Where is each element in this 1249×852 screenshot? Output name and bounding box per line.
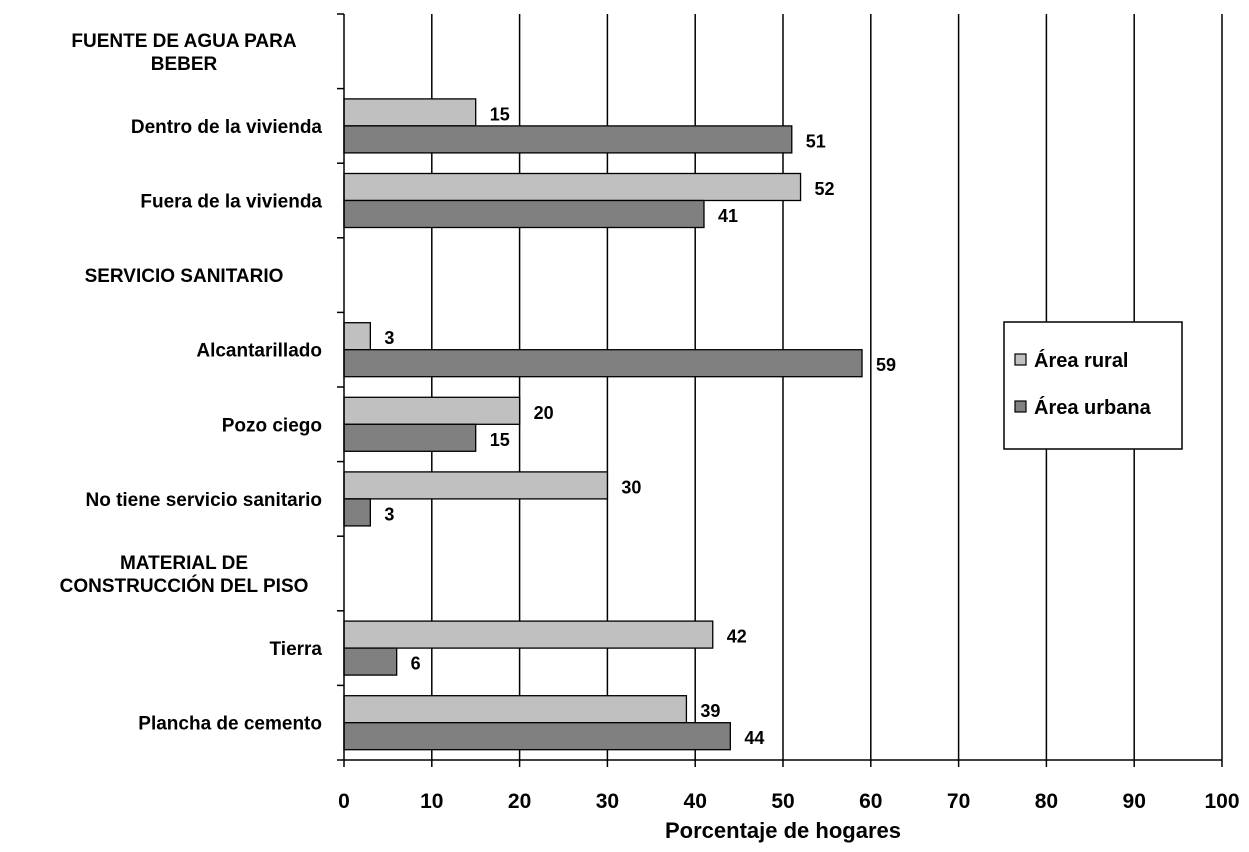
bar-rural [343, 396, 521, 425]
bar-urbana [343, 647, 398, 676]
category-label: Dentro de la vivienda [131, 117, 323, 138]
axes [337, 13, 1223, 767]
bar-rural [343, 695, 688, 724]
bar-rural [343, 98, 477, 127]
x-tick-label: 60 [859, 790, 882, 813]
legend-swatch [1014, 400, 1027, 413]
x-tick-label: 0 [338, 790, 350, 813]
legend-label: Área rural [1034, 349, 1129, 372]
category-label: Alcantarillado [196, 341, 322, 362]
category-header-label: FUENTE DE AGUA PARA BEBER [71, 31, 296, 75]
category-header-label: SERVICIO SANITARIO [85, 266, 284, 287]
bar-urbana [343, 722, 731, 751]
category-label: Pozo ciego [222, 415, 322, 436]
x-tick-label: 20 [508, 790, 531, 813]
legend-box [1003, 321, 1183, 450]
category-label: Fuera de la vivienda [140, 192, 322, 213]
data-label-urbana: 3 [384, 504, 394, 524]
bar-rural [343, 322, 371, 351]
category-label: Tierra [270, 639, 323, 660]
data-label-rural: 30 [621, 477, 641, 497]
bar-urbana [343, 423, 477, 452]
data-label-urbana: 15 [490, 430, 510, 450]
bar-urbana [343, 199, 705, 229]
data-label-urbana: 41 [718, 206, 738, 226]
x-tick-label: 40 [684, 790, 707, 813]
legend-swatch [1014, 353, 1027, 366]
data-label-urbana: 59 [876, 355, 896, 375]
labels: 0 10 20 30 40 50 60 70 80 90 100 15 51 52 41 3 59 20 15 30 3… [60, 31, 1240, 843]
bars [343, 98, 863, 751]
x-tick-label: 70 [947, 790, 970, 813]
x-tick-label: 100 [1204, 790, 1239, 813]
x-tick-label: 50 [771, 790, 794, 813]
bar-rural [343, 172, 802, 202]
x-tick-label: 90 [1123, 790, 1146, 813]
data-label-urbana: 51 [806, 131, 826, 151]
data-label-urbana: 6 [411, 654, 421, 674]
category-header-label: MATERIAL DE CONSTRUCCIÓN DEL PISO [60, 553, 309, 597]
category-label: Plancha de cemento [138, 714, 322, 735]
data-label-rural: 42 [727, 627, 747, 647]
data-label-rural: 20 [534, 403, 554, 423]
bar-urbana [343, 349, 863, 378]
data-label-urbana: 44 [744, 728, 764, 748]
bar-rural [343, 471, 609, 500]
x-axis-title: Porcentaje de hogares [665, 818, 901, 843]
data-label-rural: 39 [700, 701, 720, 721]
bar-urbana [343, 498, 371, 527]
category-label: No tiene servicio sanitario [85, 490, 322, 511]
bar-urbana [343, 125, 793, 154]
legend-label: Área urbana [1034, 396, 1152, 419]
x-tick-label: 80 [1035, 790, 1058, 813]
data-label-rural: 15 [490, 104, 510, 124]
data-label-rural: 52 [815, 179, 835, 199]
x-tick-label: 10 [420, 790, 443, 813]
x-tick-label: 30 [596, 790, 619, 813]
bar-rural [343, 620, 714, 649]
data-label-rural: 3 [384, 328, 394, 348]
legend: Área rural Área urbana [1003, 321, 1183, 450]
